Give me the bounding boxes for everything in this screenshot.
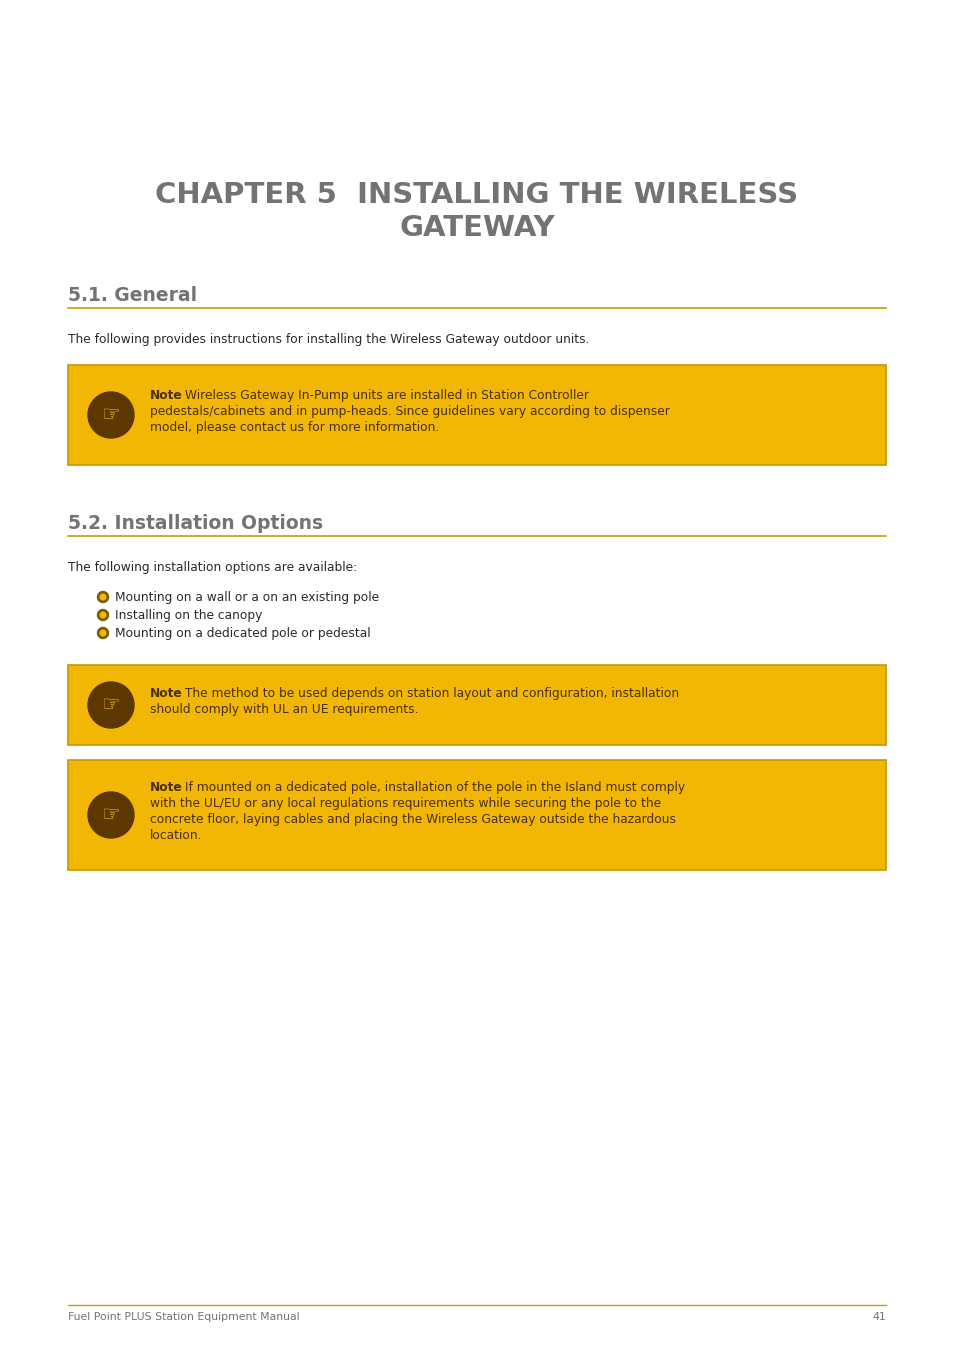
Text: should comply with UL an UE requirements.: should comply with UL an UE requirements…: [150, 703, 418, 716]
Text: Note: Note: [150, 782, 183, 794]
Text: ☞: ☞: [102, 405, 120, 425]
Text: Installing on the canopy: Installing on the canopy: [115, 609, 262, 622]
Text: The following provides instructions for installing the Wireless Gateway outdoor : The following provides instructions for …: [68, 333, 589, 346]
Circle shape: [88, 792, 133, 838]
Text: : Wireless Gateway In-Pump units are installed in Station Controller: : Wireless Gateway In-Pump units are ins…: [177, 389, 588, 402]
Text: CHAPTER 5  INSTALLING THE WIRELESS: CHAPTER 5 INSTALLING THE WIRELESS: [155, 181, 798, 209]
Text: GATEWAY: GATEWAY: [398, 215, 555, 242]
Text: 41: 41: [871, 1312, 885, 1322]
Text: : The method to be used depends on station layout and configuration, installatio: : The method to be used depends on stati…: [177, 687, 679, 701]
Circle shape: [97, 628, 109, 639]
Text: The following installation options are available:: The following installation options are a…: [68, 562, 356, 574]
Circle shape: [97, 591, 109, 602]
Text: Mounting on a wall or a on an existing pole: Mounting on a wall or a on an existing p…: [115, 591, 378, 603]
FancyBboxPatch shape: [68, 666, 885, 745]
Text: location.: location.: [150, 829, 202, 842]
Circle shape: [88, 392, 133, 437]
Circle shape: [100, 630, 106, 636]
Circle shape: [100, 594, 106, 599]
Text: ☞: ☞: [102, 695, 120, 716]
FancyBboxPatch shape: [68, 760, 885, 869]
Text: concrete floor, laying cables and placing the Wireless Gateway outside the hazar: concrete floor, laying cables and placin…: [150, 813, 676, 826]
Text: Mounting on a dedicated pole or pedestal: Mounting on a dedicated pole or pedestal: [115, 626, 370, 640]
FancyBboxPatch shape: [68, 364, 885, 464]
Text: : If mounted on a dedicated pole, installation of the pole in the Island must co: : If mounted on a dedicated pole, instal…: [177, 782, 684, 794]
Text: pedestals/cabinets and in pump-heads. Since guidelines vary according to dispens: pedestals/cabinets and in pump-heads. Si…: [150, 405, 669, 418]
Text: 5.1. General: 5.1. General: [68, 286, 197, 305]
Text: model, please contact us for more information.: model, please contact us for more inform…: [150, 421, 438, 433]
Text: Note: Note: [150, 389, 183, 402]
Circle shape: [97, 609, 109, 621]
Text: 5.2. Installation Options: 5.2. Installation Options: [68, 514, 323, 533]
Circle shape: [100, 612, 106, 618]
Text: ☞: ☞: [102, 805, 120, 825]
Text: Fuel Point PLUS Station Equipment Manual: Fuel Point PLUS Station Equipment Manual: [68, 1312, 299, 1322]
Circle shape: [88, 682, 133, 728]
Text: Note: Note: [150, 687, 183, 701]
Text: with the UL/EU or any local regulations requirements while securing the pole to : with the UL/EU or any local regulations …: [150, 796, 660, 810]
